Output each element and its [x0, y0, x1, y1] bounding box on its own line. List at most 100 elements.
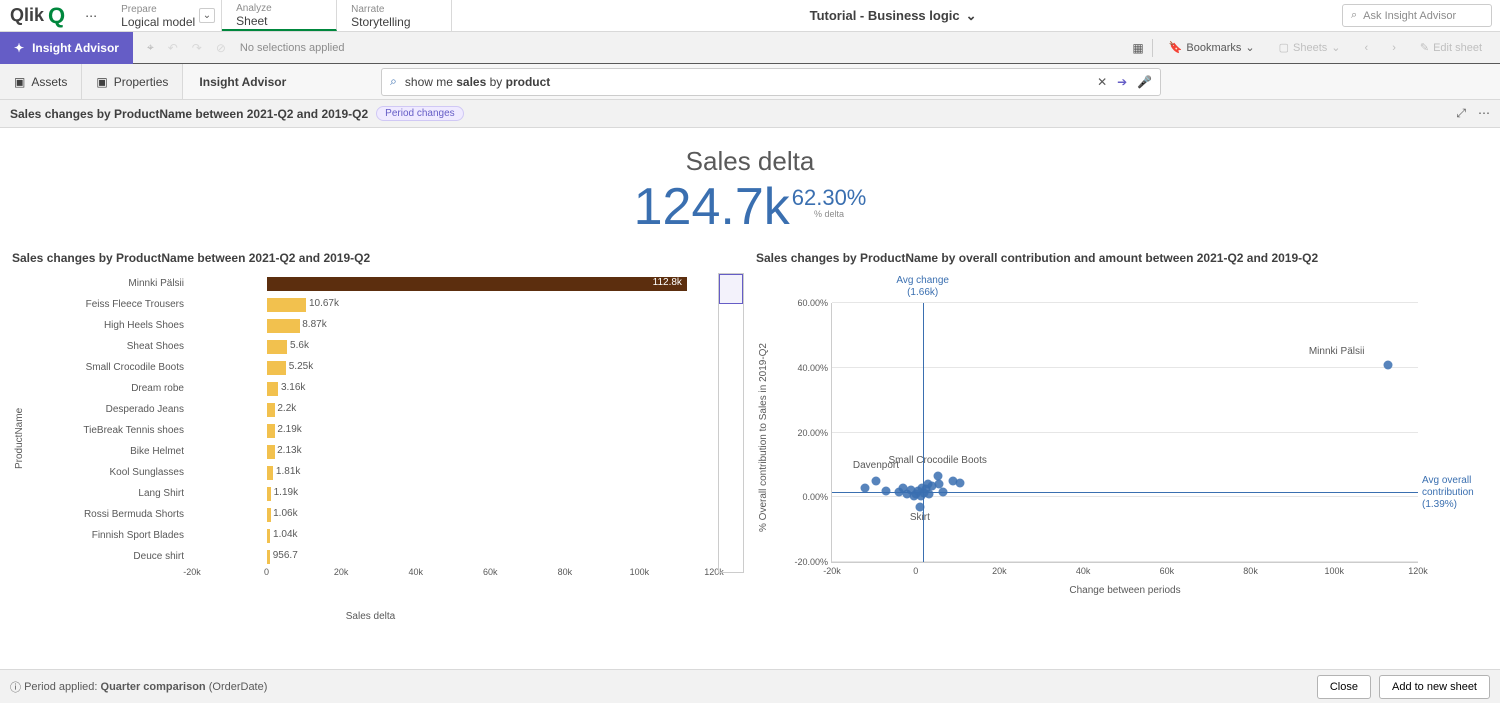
bar-row[interactable]: Minnki Pälsii 112.8k	[27, 273, 714, 294]
add-to-sheet-button[interactable]: Add to new sheet	[1379, 675, 1490, 699]
search-query-text: show me sales by product	[405, 75, 1089, 89]
bar-row[interactable]: Rossi Bermuda Shorts 1.06k	[27, 504, 714, 525]
bar-row[interactable]: Finnish Sport Blades 1.04k	[27, 525, 714, 546]
scatter-y-tick: 40.00%	[797, 363, 828, 373]
scatter-point-label: Davenport	[853, 460, 899, 471]
selection-tools: ⌖ ↶ ↷ ⊘ No selections applied	[133, 40, 359, 55]
bar-x-tick: 60k	[483, 567, 498, 577]
nav-tab-logical-model[interactable]: PrepareLogical model⌄	[107, 0, 222, 31]
analysis-title: Sales changes by ProductName between 202…	[10, 107, 368, 121]
properties-tab[interactable]: ▣ Properties	[82, 64, 183, 99]
step-back-icon[interactable]: ↶	[168, 41, 178, 55]
bar-x-axis-label: Sales delta	[27, 597, 714, 622]
microphone-icon[interactable]: 🎤	[1137, 75, 1152, 89]
chevron-down-icon[interactable]: ⌄	[199, 8, 215, 23]
grid-icon[interactable]: ▦	[1132, 41, 1143, 55]
bar-row[interactable]: Feiss Fleece Trousers 10.67k	[27, 294, 714, 315]
bar-row[interactable]: Small Crocodile Boots 5.25k	[27, 357, 714, 378]
insight-toolbar: ▣ Assets ▣ Properties Insight Advisor ⌕ …	[0, 64, 1500, 100]
more-icon[interactable]: ⋯	[1478, 106, 1490, 121]
smart-search-icon[interactable]: ⌖	[147, 40, 154, 55]
close-button[interactable]: Close	[1317, 675, 1371, 699]
scatter-point[interactable]	[938, 488, 947, 497]
period-applied-label: Period applied:	[24, 681, 97, 693]
kpi-card: Sales delta 124.7k 62.30% % delta	[0, 128, 1500, 243]
scatter-x-tick: 120k	[1408, 566, 1428, 576]
collapse-icon[interactable]: ⤢	[1456, 106, 1466, 121]
scatter-point[interactable]	[1383, 360, 1392, 369]
assets-tab[interactable]: ▣ Assets	[0, 64, 82, 99]
bar-chart-body[interactable]: Minnki Pälsii 112.8k Feiss Fleece Trouse…	[27, 273, 714, 603]
kpi-title: Sales delta	[0, 146, 1500, 177]
scatter-x-tick: -20k	[823, 566, 841, 576]
submit-arrow-icon[interactable]: ➔	[1117, 75, 1127, 89]
scatter-point[interactable]	[924, 480, 933, 489]
scatter-chart-title: Sales changes by ProductName by overall …	[756, 251, 1488, 265]
bookmarks-button[interactable]: 🔖 Bookmarks ⌄	[1161, 37, 1263, 58]
chevron-down-icon: ⌄	[1245, 41, 1254, 54]
insight-search-input[interactable]: ⌕ show me sales by product ✕ ➔ 🎤	[381, 68, 1161, 96]
pencil-icon: ✎	[1420, 41, 1429, 54]
scatter-y-tick: 60.00%	[797, 298, 828, 308]
period-applied-value: Quarter comparison	[101, 681, 206, 693]
more-menu-button[interactable]: ⋯	[75, 0, 107, 31]
scatter-point-label: Minnki Pälsii	[1309, 346, 1365, 357]
footer-bar: ⓘ Period applied: Quarter comparison (Or…	[0, 669, 1500, 703]
bookmark-icon: 🔖	[1169, 41, 1183, 54]
scatter-point[interactable]	[925, 490, 934, 499]
insight-advisor-button[interactable]: ✦ Insight Advisor	[0, 32, 133, 64]
nav-tab-storytelling[interactable]: NarrateStorytelling	[337, 0, 452, 31]
bar-row[interactable]: Sheat Shoes 5.6k	[27, 336, 714, 357]
sheets-button[interactable]: ▢ Sheets ⌄	[1271, 37, 1349, 58]
app-title[interactable]: Tutorial - Business logic ⌄	[452, 0, 1334, 31]
scatter-point-label: Small Crocodile Boots	[889, 455, 987, 466]
prev-sheet-button[interactable]: ‹	[1357, 38, 1377, 58]
chevron-down-icon: ⌄	[966, 8, 977, 24]
bar-minimap[interactable]	[718, 273, 744, 573]
scatter-chart-body[interactable]: -20.00%0.00%20.00%40.00%60.00%-20k020k40…	[771, 273, 1488, 603]
step-forward-icon[interactable]: ↷	[192, 41, 202, 55]
scatter-point[interactable]	[915, 502, 924, 511]
app-logo[interactable]: Qlik Q	[0, 0, 75, 31]
nav-tab-sheet[interactable]: AnalyzeSheet	[222, 0, 337, 31]
scatter-point[interactable]	[933, 472, 942, 481]
bar-x-tick: 20k	[334, 567, 349, 577]
ask-placeholder: Ask Insight Advisor	[1363, 10, 1456, 22]
scatter-point[interactable]	[906, 486, 915, 495]
scatter-point[interactable]	[871, 477, 880, 486]
bar-row[interactable]: Kool Sunglasses 1.81k	[27, 462, 714, 483]
bar-row[interactable]: Dream robe 3.16k	[27, 378, 714, 399]
bar-x-tick: 100k	[630, 567, 650, 577]
bar-x-tick: 40k	[408, 567, 423, 577]
scatter-x-tick: 20k	[992, 566, 1007, 576]
bar-y-axis-label: ProductName	[12, 273, 27, 603]
scatter-point[interactable]	[861, 483, 870, 492]
bar-row[interactable]: TieBreak Tennis shoes 2.19k	[27, 420, 714, 441]
panel-icon: ▣	[96, 75, 107, 89]
scatter-point[interactable]	[882, 486, 891, 495]
ref-line-label: Avg overallcontribution(1.39%)	[1422, 475, 1474, 511]
search-icon: ⌕	[390, 74, 397, 89]
bar-row[interactable]: Deuce shirt 956.7	[27, 546, 714, 567]
next-sheet-button[interactable]: ›	[1384, 38, 1404, 58]
ask-insight-input[interactable]: ⌕ Ask Insight Advisor	[1342, 4, 1492, 27]
divider	[1152, 39, 1153, 57]
clear-selections-icon[interactable]: ⊘	[216, 41, 226, 55]
info-icon: ⓘ	[10, 679, 21, 695]
bar-row[interactable]: Bike Helmet 2.13k	[27, 441, 714, 462]
bar-x-tick: 0	[264, 567, 269, 577]
scatter-point[interactable]	[956, 478, 965, 487]
panel-icon: ▣	[14, 75, 25, 89]
selections-bar: ✦ Insight Advisor ⌖ ↶ ↷ ⊘ No selections …	[0, 32, 1500, 64]
scatter-chart-card: Sales changes by ProductName by overall …	[756, 251, 1488, 603]
sparkle-icon: ✦	[14, 41, 24, 55]
scatter-y-tick: 0.00%	[802, 492, 828, 502]
search-icon: ⌕	[1351, 9, 1357, 22]
sheets-icon: ▢	[1279, 41, 1289, 54]
edit-sheet-button[interactable]: ✎ Edit sheet	[1412, 37, 1490, 58]
clear-icon[interactable]: ✕	[1097, 75, 1107, 89]
kpi-percent: 62.30%	[792, 177, 867, 209]
bar-row[interactable]: High Heels Shoes 8.87k	[27, 315, 714, 336]
bar-row[interactable]: Lang Shirt 1.19k	[27, 483, 714, 504]
bar-row[interactable]: Desperado Jeans 2.2k	[27, 399, 714, 420]
